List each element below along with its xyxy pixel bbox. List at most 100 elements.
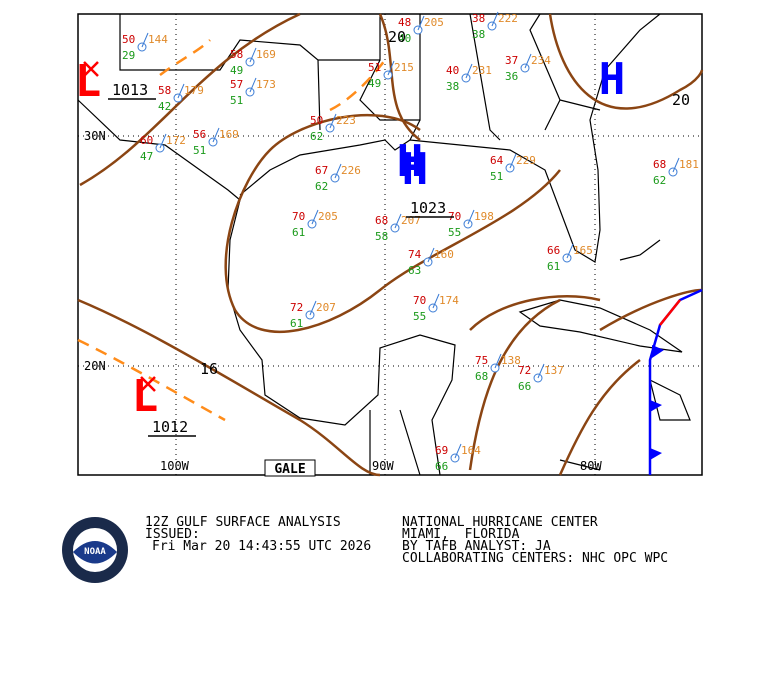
wind-barb (177, 83, 185, 99)
station-dew: 62 (653, 174, 666, 187)
station-pressure: 198 (474, 210, 494, 223)
station-pressure: 229 (516, 154, 536, 167)
noaa-logo: NOAA (62, 517, 128, 583)
station-temp: 48 (398, 16, 411, 29)
footer-analyst: BY TAFB ANALYST: JA (402, 539, 551, 554)
station-temp: 70 (292, 210, 305, 223)
wind-barb (387, 60, 395, 76)
footer-issued-label: ISSUED: (145, 527, 200, 542)
wind-barb (212, 127, 220, 143)
gale-box (264, 459, 316, 477)
wind-barb (394, 213, 402, 229)
troughs (77, 39, 386, 422)
station-pressure: 205 (318, 210, 338, 223)
station-dew: 68 (475, 370, 488, 383)
wind-barb (491, 11, 499, 27)
isobar-label: 20 (672, 91, 690, 109)
footer-issued-time: Fri Mar 20 14:43:55 UTC 2026 (152, 539, 371, 554)
station-dew: 62 (310, 130, 323, 143)
station-temp: 72 (518, 364, 531, 377)
pressure-center-symbol: H (397, 136, 424, 187)
pressure-center-value: 1012 (152, 418, 188, 436)
station-temp: 37 (505, 54, 518, 67)
station-dew: 49 (230, 64, 243, 77)
station-pressure: 144 (148, 33, 168, 46)
wind-barb (672, 157, 680, 173)
station-temp: 74 (408, 248, 422, 261)
station-temp: 58 (158, 84, 171, 97)
station-temp: 50 (310, 114, 323, 127)
station-dew: 38 (446, 80, 459, 93)
station-pressure: 215 (394, 61, 414, 74)
isobar-label: 16 (200, 360, 218, 378)
station-pressure: 137 (544, 364, 564, 377)
station-temp: 57 (230, 78, 243, 91)
pressure-center-value: 1023 (410, 199, 446, 217)
station-pressure: 173 (256, 78, 276, 91)
wind-barb (329, 113, 337, 129)
station-dew: 40 (398, 32, 411, 45)
station-pressure: 226 (341, 164, 361, 177)
station-dew: 38 (472, 28, 485, 41)
station-pressure: 164 (461, 444, 481, 457)
station-pressure: 169 (256, 48, 276, 61)
grid-label: 30N (84, 129, 106, 143)
station-pressure: 179 (184, 84, 204, 97)
wind-barb (141, 32, 149, 48)
wind-barb (524, 53, 532, 69)
pressure-center-symbol: H (599, 54, 626, 105)
grid-label: 100W (160, 459, 190, 473)
graticule (78, 14, 702, 475)
station-temp: 51 (368, 61, 381, 74)
wind-barb (432, 293, 440, 309)
station-dew: 51 (230, 94, 243, 107)
station-pressure: 231 (472, 64, 492, 77)
station-dew: 55 (413, 310, 426, 323)
station-pressure: 160 (434, 248, 454, 261)
station-dew: 61 (290, 317, 303, 330)
wind-barb (509, 153, 517, 169)
station-dew: 51 (490, 170, 503, 183)
station-temp: 64 (490, 154, 504, 167)
wind-barb (159, 133, 167, 149)
gale-label: GALE (274, 462, 305, 477)
station-temp: 67 (315, 164, 328, 177)
pressure-center-value: 1013 (112, 81, 148, 99)
pressure-center-symbol: H (402, 144, 429, 195)
station-temp: 60 (140, 134, 153, 147)
footer-center: NATIONAL HURRICANE CENTER (402, 515, 598, 530)
station-pressure: 181 (679, 158, 699, 171)
station-temp: 66 (547, 244, 560, 257)
low-x-marker (83, 61, 99, 77)
station-pressure: 165 (573, 244, 593, 257)
station-dew: 66 (518, 380, 531, 393)
wind-barb (334, 163, 342, 179)
isobar-label: 20 (388, 28, 406, 46)
footer-title: 12Z GULF SURFACE ANALYSIS (145, 515, 341, 530)
station-dew: 51 (193, 144, 206, 157)
station-temp: 38 (472, 12, 485, 25)
station-dew: 42 (158, 100, 171, 113)
station-dew: 66 (435, 460, 448, 473)
grid-label: 80W (580, 459, 602, 473)
station-dew: 62 (315, 180, 328, 193)
station-temp: 40 (446, 64, 459, 77)
station-temp: 69 (435, 444, 448, 457)
station-temp: 70 (413, 294, 426, 307)
station-dew: 58 (375, 230, 388, 243)
station-temp: 68 (653, 158, 666, 171)
wind-barb (454, 443, 462, 459)
station-pressure: 234 (531, 54, 551, 67)
station-dew: 29 (122, 49, 135, 62)
footer-location: MIAMI, FLORIDA (402, 527, 520, 542)
wind-barb (311, 209, 319, 225)
low-x-marker (140, 376, 156, 392)
station-temp: 56 (193, 128, 206, 141)
wind-barb (465, 63, 473, 79)
footer-collab: COLLABORATING CENTERS: NHC OPC WPC (402, 551, 668, 566)
wind-barb (566, 243, 574, 259)
station-temp: 75 (475, 354, 488, 367)
